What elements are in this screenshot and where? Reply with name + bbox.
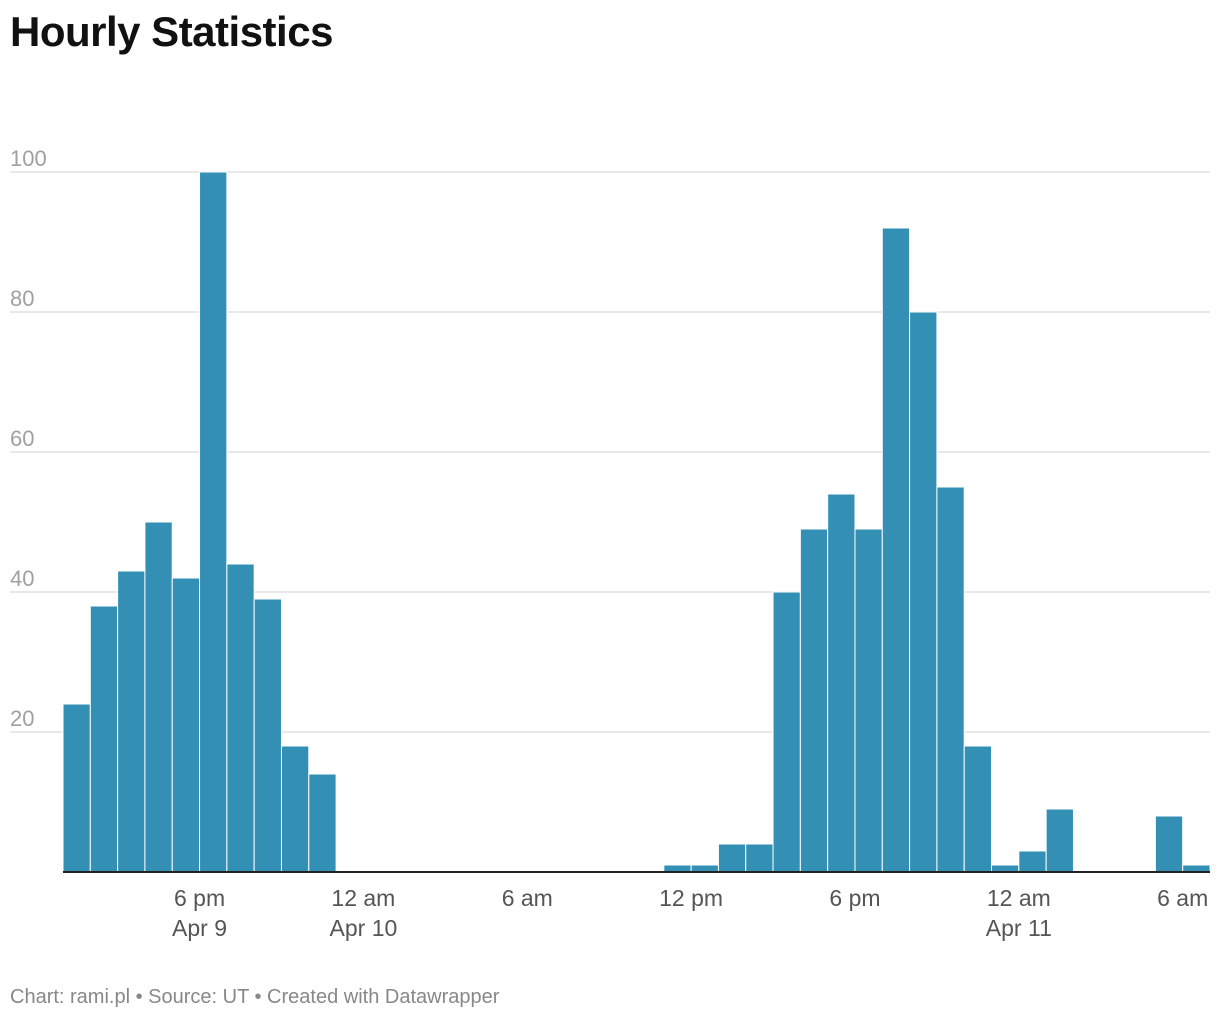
bar <box>144 521 173 873</box>
x-tick-date-label: Apr 10 <box>330 915 398 941</box>
bar <box>308 773 337 873</box>
bar <box>690 864 719 873</box>
bar <box>909 311 938 873</box>
bar <box>1154 815 1184 873</box>
x-axis-labels: 6 pm Apr 9 12 am Apr 10 6 am 12 pm 6 pm 12 am Ap… <box>172 885 1208 941</box>
bar <box>745 843 774 873</box>
bar <box>1045 808 1074 873</box>
bar <box>1182 864 1211 873</box>
bar <box>963 745 993 873</box>
x-tick-label: 12 am <box>987 885 1051 911</box>
bar <box>881 227 911 873</box>
bar <box>253 598 282 873</box>
y-tick-label: 80 <box>10 286 34 311</box>
bar <box>226 563 255 873</box>
bars <box>62 171 1211 873</box>
bar <box>936 486 965 873</box>
bar <box>171 577 201 873</box>
bar <box>280 745 310 873</box>
bar <box>62 703 91 873</box>
bar <box>799 528 829 873</box>
x-tick-label: 6 am <box>502 885 553 911</box>
chart-title: Hourly Statistics <box>10 8 333 55</box>
y-tick-label: 60 <box>10 426 34 451</box>
y-tick-label: 40 <box>10 566 34 591</box>
x-tick-date-label: Apr 11 <box>986 915 1052 941</box>
y-tick-label: 20 <box>10 706 34 731</box>
bar <box>89 605 119 873</box>
bar <box>663 864 692 873</box>
x-tick-label: 6 pm <box>174 885 225 911</box>
bar <box>1018 850 1047 873</box>
bar <box>827 493 856 873</box>
x-tick-label: 6 pm <box>829 885 880 911</box>
bar <box>717 843 747 873</box>
bar <box>117 570 146 873</box>
bar <box>199 171 228 873</box>
x-tick-label: 12 pm <box>659 885 723 911</box>
y-axis-labels: 20 40 60 80 100 <box>10 146 47 731</box>
y-tick-label: 100 <box>10 146 47 171</box>
x-tick-label: 12 am <box>331 885 395 911</box>
bar <box>772 591 801 873</box>
bar <box>854 528 883 873</box>
chart-footer: Chart: rami.pl • Source: UT • Created wi… <box>10 986 500 1008</box>
bar <box>991 864 1020 873</box>
x-tick-date-label: Apr 9 <box>172 915 227 941</box>
x-tick-label: 6 am <box>1157 885 1208 911</box>
